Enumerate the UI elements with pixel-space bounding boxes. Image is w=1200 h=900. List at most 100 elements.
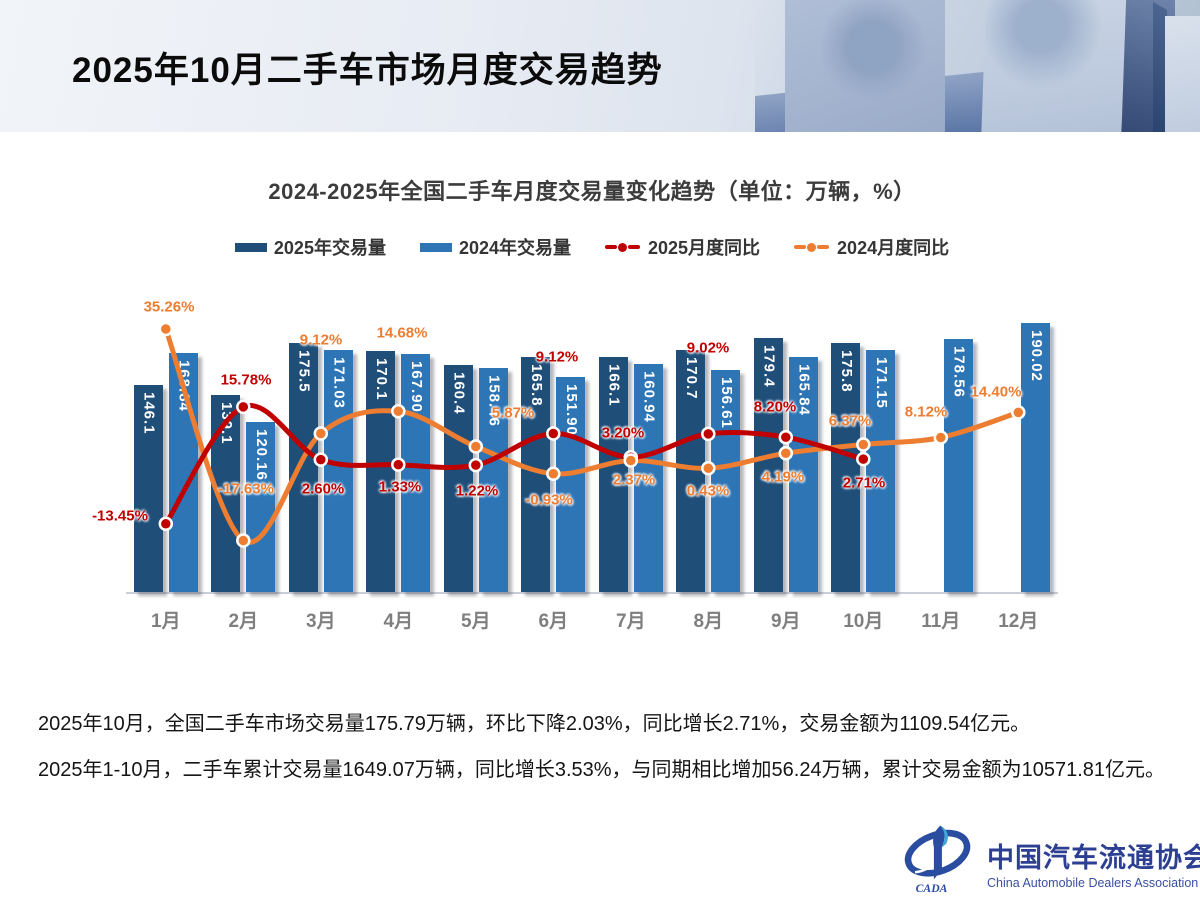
line-marker-2024月度同比 bbox=[623, 453, 639, 468]
bar-2024年交易量-3月 bbox=[323, 349, 353, 592]
x-axis-label: 12月 bbox=[998, 611, 1039, 632]
legend-label: 2025年交易量 bbox=[273, 238, 386, 258]
bar-2024年交易量-7月 bbox=[633, 364, 663, 592]
line-marker-2025月度同比 bbox=[623, 449, 639, 465]
pct-label-2024月度同比-11月: 8.12% bbox=[904, 403, 948, 421]
line-marker-2024月度同比 bbox=[933, 430, 949, 445]
bar-2024年交易量-11月 bbox=[943, 339, 973, 592]
x-axis-label: 10月 bbox=[843, 611, 884, 632]
bar-2024年交易量-2月 bbox=[246, 421, 276, 592]
line-marker-2025月度同比 bbox=[856, 451, 871, 467]
summary-paragraph-2: 2025年1-10月，二手车累计交易量1649.07万辆，同比增长3.53%，与… bbox=[38, 759, 1165, 781]
header-band: 2025年10月二手车市场月度交易趋势 bbox=[0, 0, 1200, 132]
bar-2025年交易量-6月 bbox=[521, 357, 551, 592]
bar-2024年交易量-6月 bbox=[556, 376, 586, 592]
association-logo-text: 中国汽车流通协会 China Automobile Dealers Associ… bbox=[987, 824, 1200, 890]
bar-2024年交易量-8月 bbox=[711, 370, 741, 592]
pct-label-2025月度同比-2月: 15.78% bbox=[220, 371, 272, 389]
bar-2024年交易量-10月 bbox=[866, 349, 896, 592]
bar-2024年交易量-5月 bbox=[478, 367, 508, 592]
x-axis-label: 6月 bbox=[538, 611, 569, 632]
bar-2025年交易量-2月 bbox=[211, 395, 241, 592]
pct-label-2024月度同比-1月: 35.26% bbox=[143, 298, 195, 316]
cada-logo-icon: CADA bbox=[904, 825, 971, 894]
legend-line-dash bbox=[605, 245, 617, 249]
legend-item: 2024年交易量 bbox=[419, 234, 571, 260]
x-axis-label: 1月 bbox=[151, 611, 181, 632]
bar-value-label: 165.84 bbox=[795, 364, 813, 417]
bar-2025年交易量-4月 bbox=[366, 351, 396, 592]
line-marker-2024月度同比 bbox=[701, 461, 716, 476]
bar-value-label: 156.61 bbox=[717, 377, 735, 430]
bar-value-label: 120.16 bbox=[252, 428, 270, 481]
x-axis-label: 7月 bbox=[616, 611, 646, 632]
legend-line-dot bbox=[618, 242, 627, 252]
association-name-cn: 中国汽车流通协会 bbox=[987, 843, 1200, 873]
bar-value-label: 167.90 bbox=[407, 361, 425, 414]
x-axis-label: 3月 bbox=[306, 611, 336, 632]
bar-value-label: 179.4 bbox=[760, 344, 778, 388]
x-axis-label: 5月 bbox=[461, 611, 491, 632]
pct-label-2024月度同比-8月: 0.43% bbox=[686, 482, 730, 500]
pct-label-2025月度同比-6月: 9.12% bbox=[535, 348, 579, 366]
bar-value-label: 166.1 bbox=[605, 363, 623, 407]
line-marker-2025月度同比 bbox=[313, 452, 329, 467]
chart-legend: 2025年交易量 2024年交易量 2025月度同比 2024月度同比 bbox=[92, 234, 1092, 260]
pct-label-2025月度同比-5月: 1.22% bbox=[455, 482, 499, 500]
line-marker-2025月度同比 bbox=[701, 426, 716, 442]
bar-2025年交易量-5月 bbox=[443, 364, 473, 592]
pct-label-2025月度同比-7月: 3.20% bbox=[601, 424, 645, 442]
legend-line-dash bbox=[628, 245, 640, 249]
line-marker-2025月度同比 bbox=[468, 457, 484, 473]
pct-label-2025月度同比-8月: 9.02% bbox=[686, 339, 730, 357]
pct-label-2025月度同比-9月: 8.20% bbox=[753, 398, 797, 416]
bar-value-label: 170.7 bbox=[682, 357, 700, 400]
legend-line-dash bbox=[817, 245, 830, 249]
line-marker-2024月度同比 bbox=[546, 466, 561, 481]
svg-text:CADA: CADA bbox=[916, 882, 948, 894]
page-title: 2025年10月二手车市场月度交易趋势 bbox=[72, 51, 663, 90]
bar-2025年交易量-8月 bbox=[676, 350, 706, 592]
summary-text: 2025年10月，全国二手车市场交易量175.79万辆，环比下降2.03%，同比… bbox=[38, 701, 1180, 793]
x-axis-label: 9月 bbox=[771, 611, 801, 632]
cube-face bbox=[785, 0, 945, 132]
legend-item: 2025年交易量 bbox=[234, 234, 386, 260]
association-logo: CADA 中国汽车流通协会 China Automobile Dealers A… bbox=[901, 824, 1200, 894]
pct-label-2025月度同比-4月: 1.33% bbox=[378, 478, 422, 496]
x-axis-label: 8月 bbox=[693, 611, 724, 632]
pct-label-2024月度同比-5月: 5.87% bbox=[491, 404, 535, 422]
pct-label-2024月度同比-6月: -0.93% bbox=[525, 491, 573, 509]
x-axis-label: 2月 bbox=[228, 611, 259, 632]
pct-label-2024月度同比-2月: -17.63% bbox=[218, 480, 274, 498]
legend-line-dot bbox=[807, 242, 817, 252]
legend-line-dash bbox=[794, 245, 807, 249]
line-marker-2025月度同比 bbox=[391, 457, 406, 472]
bar-value-label: 151.90 bbox=[562, 383, 580, 436]
association-name-en: China Automobile Dealers Association bbox=[987, 876, 1199, 890]
bar-value-label: 168.84 bbox=[175, 359, 193, 412]
bar-2025年交易量-3月 bbox=[288, 343, 318, 592]
pct-label-2024月度同比-12月: 14.40% bbox=[970, 383, 1022, 401]
pct-label-2025月度同比-1月: -13.45% bbox=[92, 507, 148, 525]
line-marker-2024月度同比 bbox=[313, 426, 329, 441]
legend-bar-swatch bbox=[234, 242, 267, 252]
cube-graphic bbox=[1153, 1, 1200, 132]
legend-label: 2025月度同比 bbox=[648, 238, 761, 258]
bar-value-label: 171.15 bbox=[872, 356, 890, 409]
line-marker-2024月度同比 bbox=[391, 404, 406, 419]
trend-line-2025月度同比 bbox=[163, 403, 866, 527]
bar-value-label: 175.8 bbox=[837, 350, 855, 393]
pct-label-2024月度同比-10月: 6.37% bbox=[828, 412, 872, 430]
pct-label-2024月度同比-3月: 9.12% bbox=[299, 331, 343, 349]
bar-value-label: 175.5 bbox=[295, 350, 313, 394]
line-marker-2025月度同比 bbox=[546, 426, 561, 441]
x-axis-label: 4月 bbox=[383, 611, 414, 632]
line-marker-2024月度同比 bbox=[856, 437, 871, 452]
line-marker-2024月度同比 bbox=[236, 533, 251, 548]
bar-2024年交易量-9月 bbox=[788, 357, 818, 592]
bar-2024年交易量-12月 bbox=[1021, 322, 1051, 592]
pct-label-2024月度同比-4月: 14.68% bbox=[376, 324, 428, 342]
bar-value-label: 160.4 bbox=[450, 371, 468, 415]
chart-title: 2024-2025年全国二手车月度交易量变化趋势（单位：万辆，%） bbox=[268, 179, 916, 204]
